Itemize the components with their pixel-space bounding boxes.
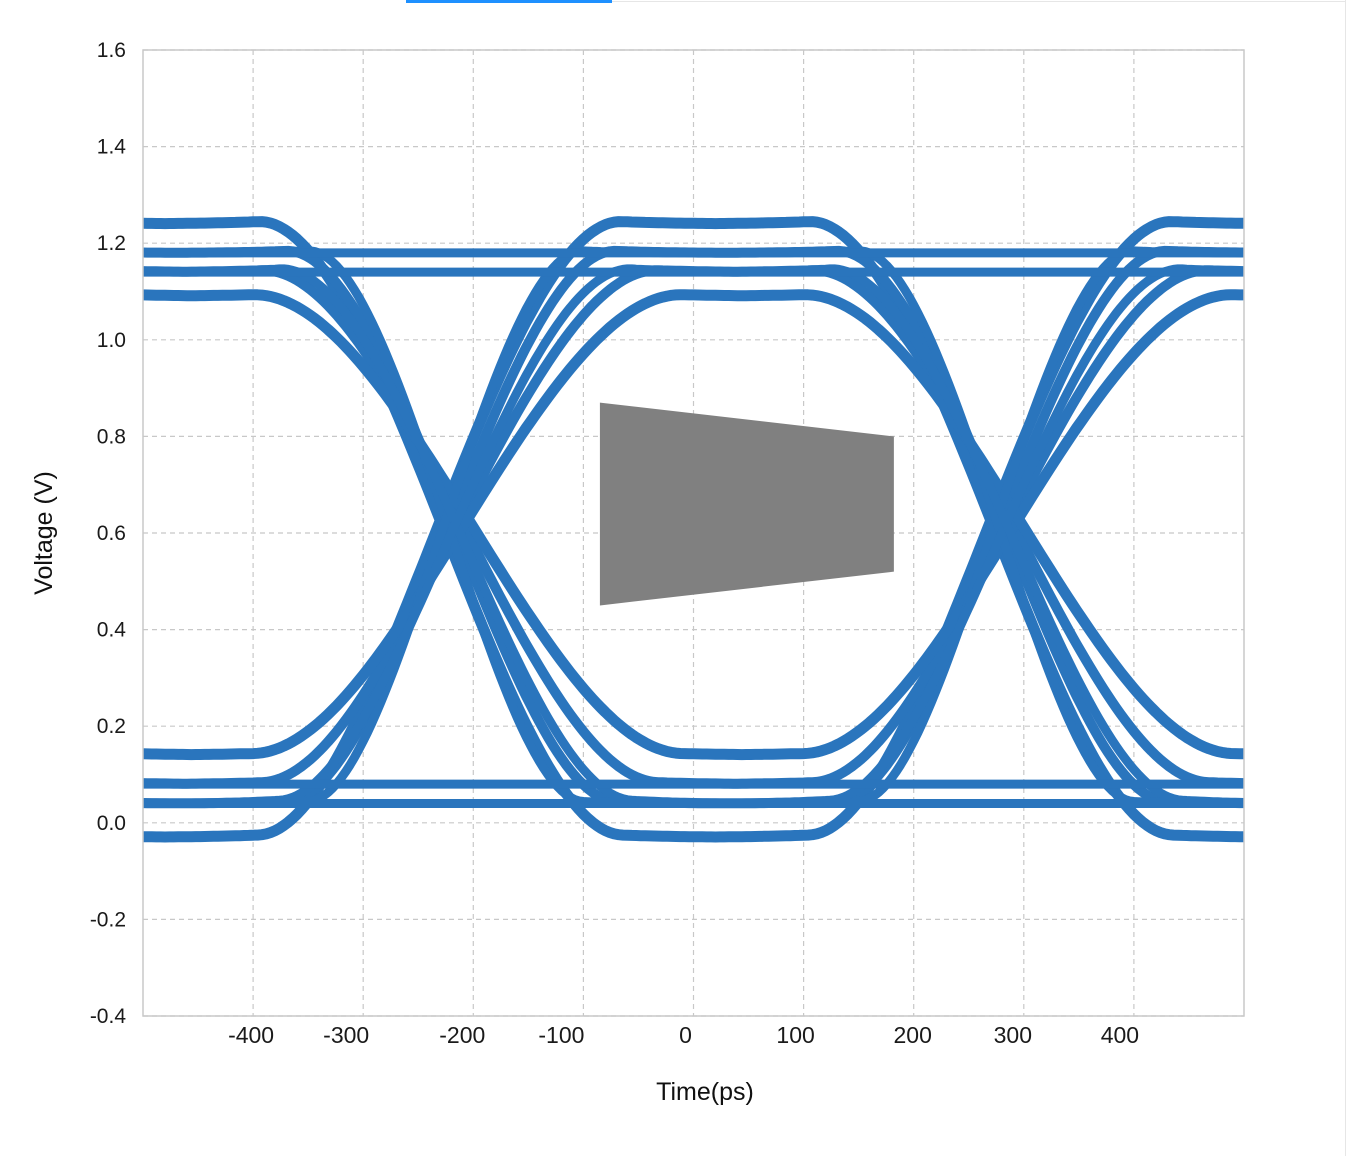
x-tick-label: -200 xyxy=(439,1022,485,1048)
y-tick-label: 0.6 xyxy=(97,522,126,545)
y-axis-label: Voltage (V) xyxy=(30,471,58,595)
eye-mask xyxy=(599,402,894,606)
plot-frame xyxy=(142,49,1245,1017)
y-tick-label: -0.4 xyxy=(90,1005,127,1028)
top-accent-bar xyxy=(406,0,612,3)
x-tick-label: 300 xyxy=(994,1022,1032,1048)
x-axis-ticks: -400 -300 -200 -100 0 100 200 300 400 xyxy=(228,1022,1139,1048)
x-tick-label: 0 xyxy=(679,1022,692,1048)
y-tick-label: 1.6 xyxy=(97,39,126,62)
y-tick-label: 0.8 xyxy=(97,425,126,448)
y-tick-label: 0.4 xyxy=(97,619,127,642)
y-axis-ticks: 1.6 1.4 1.2 1.0 0.8 0.6 0.4 0.2 0.0 -0.2 -0.4 xyxy=(90,39,127,1028)
x-tick-label: -400 xyxy=(228,1022,274,1048)
x-tick-label: 100 xyxy=(776,1022,814,1048)
eye-mask-polygon xyxy=(599,402,894,606)
y-tick-label: 0.0 xyxy=(97,812,126,835)
x-axis-label: Time(ps) xyxy=(656,1078,754,1106)
eye-trace xyxy=(141,289,1246,761)
x-tick-label: 400 xyxy=(1101,1022,1139,1048)
right-divider xyxy=(1345,0,1346,1156)
eye-traces xyxy=(141,216,1246,843)
x-tick-label: 200 xyxy=(894,1022,932,1048)
top-divider xyxy=(612,1,1346,2)
y-tick-label: -0.2 xyxy=(90,908,126,931)
y-tick-label: 1.0 xyxy=(97,329,126,352)
x-tick-label: -100 xyxy=(538,1022,584,1048)
x-tick-label: -300 xyxy=(323,1022,369,1048)
eye-trace xyxy=(141,289,1246,761)
y-tick-label: 1.2 xyxy=(97,232,126,255)
y-tick-label: 0.2 xyxy=(97,715,126,738)
y-tick-label: 1.4 xyxy=(97,136,127,159)
